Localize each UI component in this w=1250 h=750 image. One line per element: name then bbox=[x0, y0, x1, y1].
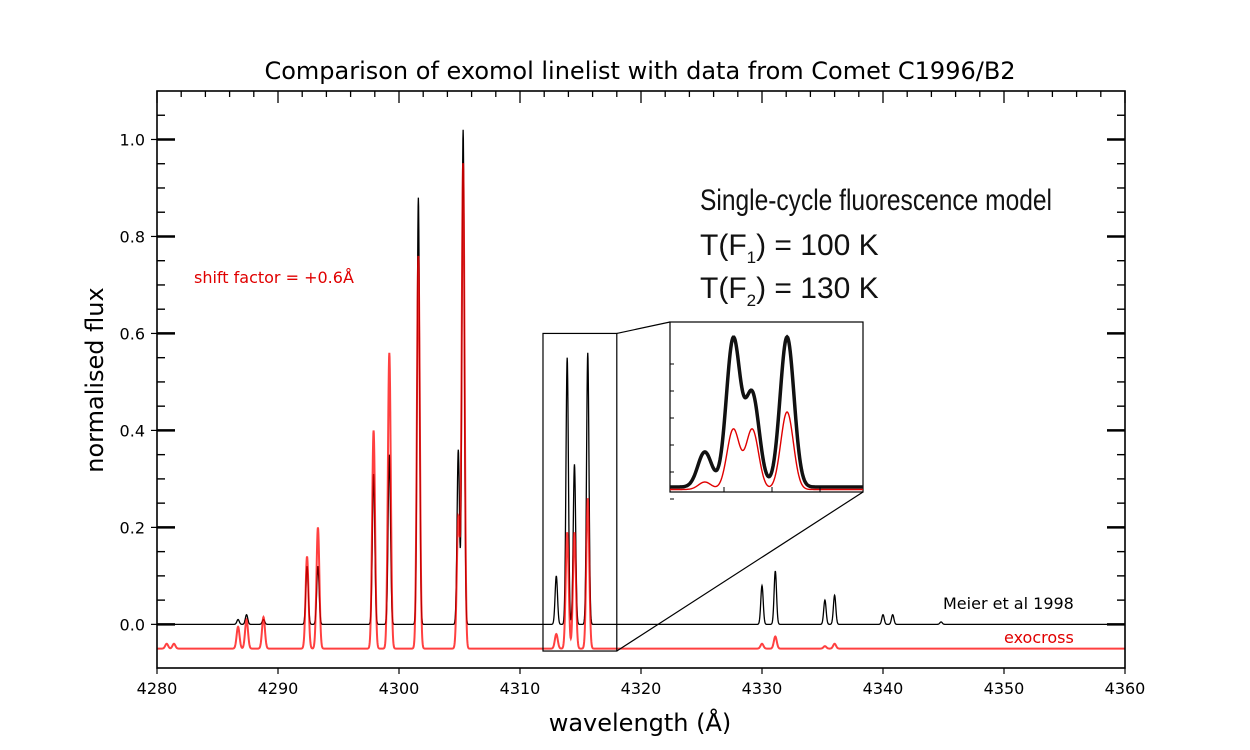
x-axis-label: wavelength (Å) bbox=[549, 708, 732, 737]
y-tick-label: 0.8 bbox=[120, 227, 145, 246]
x-tick-label: 4350 bbox=[984, 679, 1025, 698]
plot-frame bbox=[156, 90, 1126, 669]
y-tick-label: 1.0 bbox=[120, 130, 145, 149]
meier-series-label: Meier et al 1998 bbox=[943, 594, 1074, 613]
model-temp-f2-rest: ) = 130 K bbox=[756, 272, 879, 305]
x-tick-label: 4280 bbox=[137, 679, 178, 698]
inset-line-exocross bbox=[670, 411, 863, 491]
chart-title: Comparison of exomol linelist with data … bbox=[264, 57, 1015, 85]
y-tick-label: 0.0 bbox=[120, 615, 145, 634]
inset-connector-top bbox=[616, 321, 671, 335]
inset-connector-bottom bbox=[616, 491, 864, 652]
x-tick-label: 4320 bbox=[621, 679, 662, 698]
inset-plot bbox=[670, 334, 863, 491]
shift-factor-annotation: shift factor = +0.6Å bbox=[194, 268, 354, 287]
model-text-block: Single-cycle fluorescence model T(F1) = … bbox=[700, 184, 1052, 310]
model-temp-f1: T(F1) = 100 K bbox=[700, 229, 879, 267]
inset-line-meier bbox=[670, 334, 863, 489]
series-layer bbox=[157, 129, 1125, 650]
inset-layer bbox=[542, 321, 864, 652]
model-temp-f2-main: T(F bbox=[700, 272, 747, 305]
y-tick-label: 0.4 bbox=[120, 421, 145, 440]
model-title: Single-cycle fluorescence model bbox=[700, 184, 1052, 217]
model-temp-f1-rest: ) = 100 K bbox=[756, 229, 879, 262]
x-tick-label: 4300 bbox=[379, 679, 420, 698]
inset-source-box bbox=[542, 332, 618, 652]
inset-panel bbox=[669, 321, 864, 493]
x-tick-label: 4290 bbox=[258, 679, 299, 698]
axes-frame bbox=[156, 90, 1126, 669]
y-tick-label: 0.6 bbox=[120, 324, 145, 343]
x-tick-label: 4360 bbox=[1105, 679, 1146, 698]
y-tick-label: 0.2 bbox=[120, 518, 145, 537]
x-tick-label: 4310 bbox=[500, 679, 541, 698]
series-line-exocross bbox=[157, 163, 1125, 650]
model-temp-f2-sub: 2 bbox=[747, 291, 756, 310]
x-tick-label: 4340 bbox=[863, 679, 904, 698]
model-temp-f2: T(F2) = 130 K bbox=[700, 272, 879, 310]
exocross-series-label: exocross bbox=[1004, 628, 1074, 647]
model-temp-f1-main: T(F bbox=[700, 229, 747, 262]
y-axis-label: normalised flux bbox=[81, 287, 109, 472]
x-tick-label: 4330 bbox=[742, 679, 783, 698]
ticks-layer: 4280 4290 4300 4310 4320 4330 4340 4350 4360 0.0 0… bbox=[120, 91, 1146, 698]
model-temp-f1-sub: 1 bbox=[747, 248, 756, 267]
